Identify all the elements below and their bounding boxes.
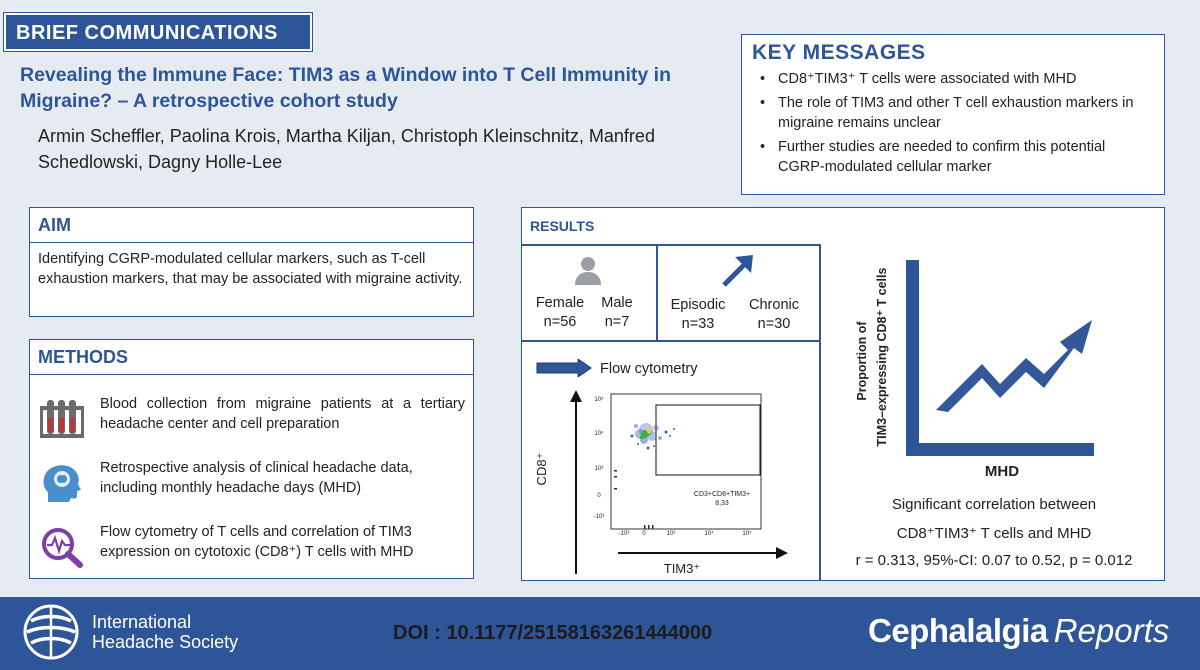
trend-y-label-2: TIM3–expressing CD8⁺ T cells bbox=[875, 267, 889, 447]
y-tick-label: 10⁴ bbox=[594, 431, 604, 437]
method-text: Flow cytometry of T cells and correlatio… bbox=[100, 524, 414, 560]
key-messages-list: CD8⁺TIM3⁺ T cells were associated with M… bbox=[752, 69, 1154, 177]
methods-heading: METHODS bbox=[30, 340, 473, 375]
key-message-item: The role of TIM3 and other T cell exhaus… bbox=[752, 93, 1154, 133]
magnifier-pulse-icon bbox=[42, 528, 83, 568]
x-tick-label: -10³ bbox=[618, 531, 630, 537]
society-name: International Headache Society bbox=[92, 612, 238, 652]
brain-head-icon bbox=[43, 465, 81, 502]
chronic-count: n=30 bbox=[757, 316, 791, 332]
divider bbox=[819, 244, 821, 580]
y-tick-label: 0 bbox=[597, 493, 601, 499]
section-banner: BRIEF COMMUNICATIONS bbox=[3, 12, 313, 52]
methods-box: METHODS Blood collection from migraine p… bbox=[29, 339, 474, 579]
female-count: n=56 bbox=[543, 314, 577, 330]
significance-line-2: CD8⁺TIM3⁺ T cells and MHD bbox=[896, 525, 1092, 542]
x-tick-label: 10⁵ bbox=[742, 531, 752, 537]
aim-heading: AIM bbox=[30, 208, 473, 243]
divider bbox=[656, 244, 658, 340]
method-text: Blood collection from migraine patients … bbox=[100, 396, 465, 432]
chronic-label: Chronic bbox=[749, 297, 799, 313]
y-tick-label: 10³ bbox=[594, 466, 604, 472]
aim-text: Identifying CGRP-modulated cellular mark… bbox=[38, 251, 463, 287]
paper-title: Revealing the Immune Face: TIM3 as a Win… bbox=[20, 64, 672, 112]
results-heading: RESULTS bbox=[530, 218, 595, 234]
arrow-right-icon bbox=[536, 359, 592, 377]
key-messages-heading: KEY MESSAGES bbox=[752, 41, 926, 64]
x-axis-arrow bbox=[618, 547, 788, 559]
ihs-logo-icon bbox=[23, 604, 79, 660]
society-line-1: International bbox=[92, 612, 192, 632]
gate-value: 8,33 bbox=[715, 500, 729, 507]
statistics-text: r = 0.313, 95%-CI: 0.07 to 0.52, p = 0.0… bbox=[855, 552, 1133, 569]
key-messages-box: KEY MESSAGES CD8⁺TIM3⁺ T cells were asso… bbox=[741, 34, 1165, 195]
journal-name-bold: Cephalalgia bbox=[868, 612, 1048, 649]
flow-cytometry-label: Flow cytometry bbox=[600, 361, 698, 377]
person-icon bbox=[575, 257, 601, 285]
footer-bar bbox=[0, 597, 1200, 670]
gate-label: CD3+CD8+TIM3+ bbox=[693, 491, 751, 498]
trend-chart bbox=[906, 260, 1094, 456]
male-label: Male bbox=[601, 295, 633, 311]
female-label: Female bbox=[535, 295, 585, 311]
episodic-label: Episodic bbox=[670, 297, 726, 313]
divider bbox=[522, 244, 820, 246]
flow-x-label: TIM3⁺ bbox=[663, 561, 701, 576]
divider bbox=[522, 340, 820, 342]
key-message-item: CD8⁺TIM3⁺ T cells were associated with M… bbox=[752, 69, 1154, 89]
test-tubes-icon bbox=[40, 400, 84, 438]
method-text: Retrospective analysis of clinical heada… bbox=[100, 460, 413, 496]
significance-line-1: Significant correlation between bbox=[891, 496, 1097, 513]
trend-y-label-1: Proportion of bbox=[855, 321, 869, 401]
trend-x-label: MHD bbox=[984, 463, 1020, 480]
journal-name: Cephalalgia Reports bbox=[868, 612, 1169, 650]
y-tick-label: 10⁵ bbox=[594, 397, 604, 403]
trend-arrow-icon bbox=[722, 255, 753, 287]
x-tick-label: 10⁴ bbox=[704, 531, 714, 537]
doi-text: DOI : 10.1177/25158163261444000 bbox=[393, 622, 713, 644]
flow-scatter-plot bbox=[610, 393, 762, 530]
y-axis-arrow bbox=[570, 390, 582, 574]
key-message-item: Further studies are needed to confirm th… bbox=[752, 137, 1154, 177]
aim-box: AIM Identifying CGRP-modulated cellular … bbox=[29, 207, 474, 317]
journal-name-italic: Reports bbox=[1053, 612, 1170, 649]
male-count: n=7 bbox=[604, 314, 630, 330]
x-tick-label: 10³ bbox=[666, 531, 676, 537]
results-box: RESULTS Female n=56 Male n=7 Episodic n=… bbox=[521, 207, 1165, 581]
author-list: Armin Scheffler, Paolina Krois, Martha K… bbox=[38, 126, 655, 172]
x-tick-label: 0 bbox=[642, 531, 646, 537]
episodic-count: n=33 bbox=[681, 316, 715, 332]
society-line-2: Headache Society bbox=[92, 632, 239, 652]
flow-y-label: CD8⁺ bbox=[534, 452, 549, 486]
y-tick-label: -10³ bbox=[593, 514, 605, 520]
